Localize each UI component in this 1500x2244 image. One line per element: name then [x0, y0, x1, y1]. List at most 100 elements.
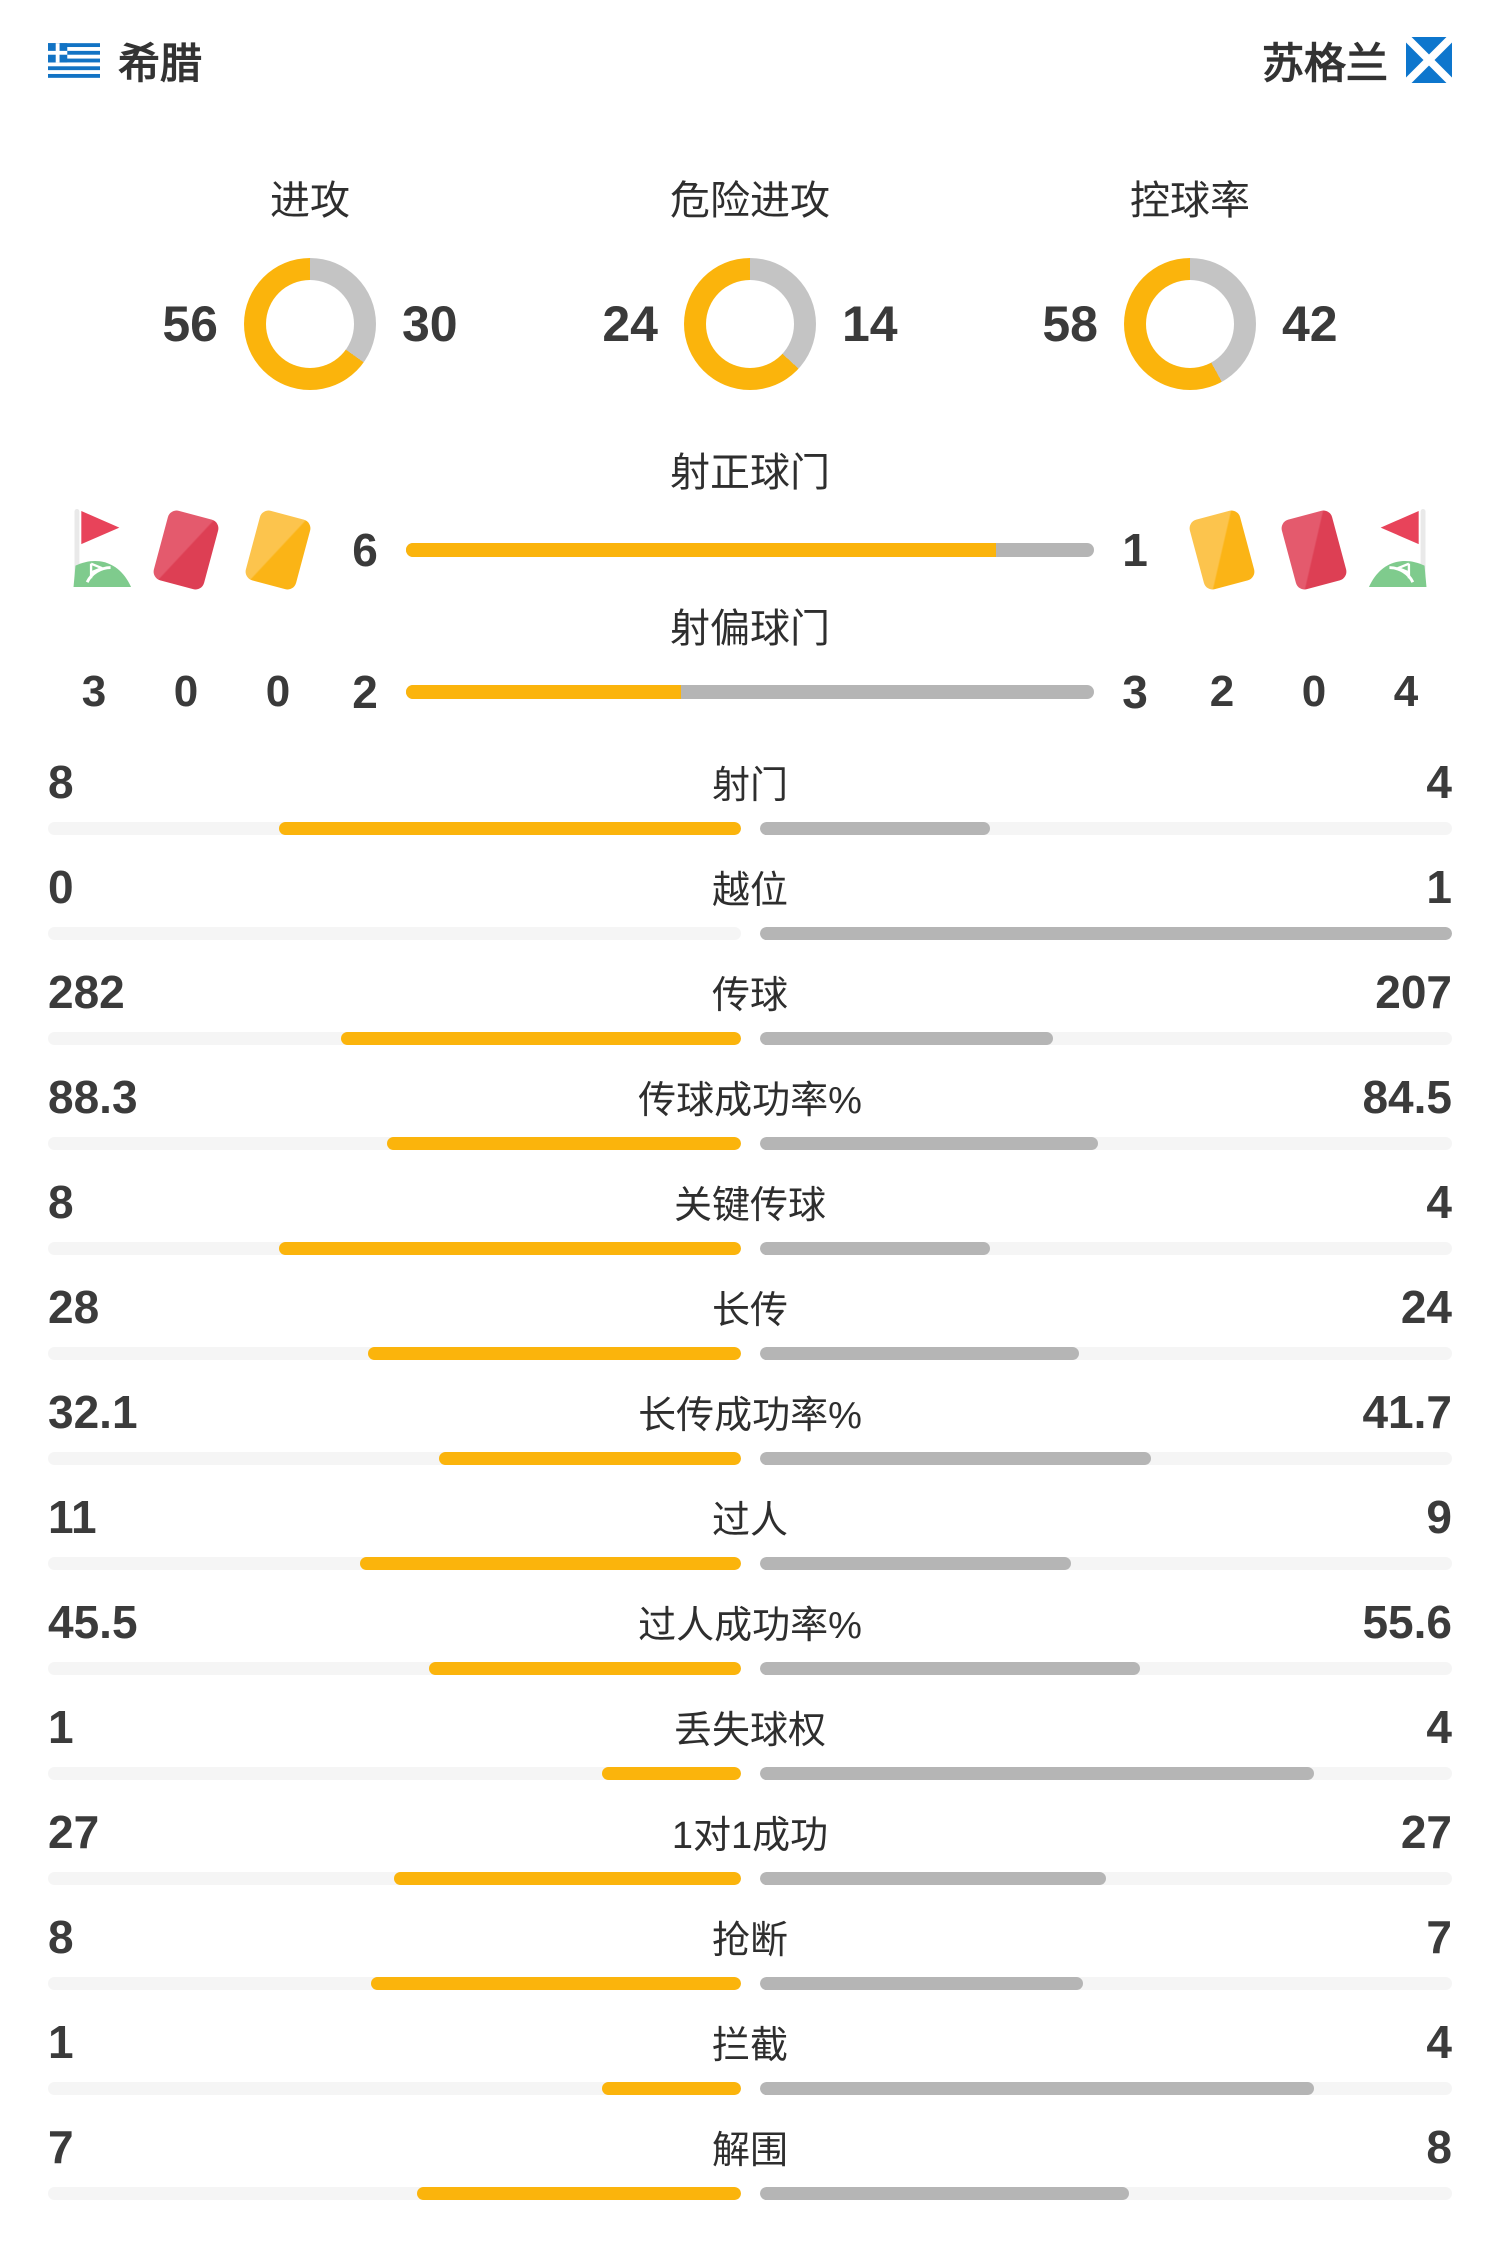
stat-row: 32.1 长传成功率% 41.7 [48, 1384, 1452, 1465]
stat-away-value: 207 [1375, 966, 1452, 1018]
stat-home-value: 7 [48, 2121, 74, 2173]
stat-home-bar [48, 1242, 741, 1255]
shots-off-target-label: 射偏球门 [670, 607, 830, 651]
stat-away-bar [759, 1872, 1452, 1885]
stat-home-bar [48, 1872, 741, 1885]
shots-off-target-away-value: 3 [1122, 666, 1148, 718]
stat-away-fill [759, 822, 991, 835]
stat-label: 传球 [711, 975, 788, 1017]
away-yellow-card-cell [1176, 508, 1268, 592]
stat-home-value: 8 [48, 1176, 74, 1228]
stat-away-value: 4 [1426, 1176, 1452, 1228]
stat-home-value: 45.5 [48, 1596, 138, 1648]
shots-on-target-row: 6 1 [48, 504, 1452, 596]
stat-row: 8 抢断 7 [48, 1909, 1452, 1990]
home-team-name: 希腊 [118, 39, 203, 87]
stat-away-fill [759, 2082, 1314, 2095]
stat-home-fill [602, 1767, 741, 1780]
shots-off-target-home-value: 2 [352, 666, 378, 718]
stat-away-fill [759, 1032, 1053, 1045]
donut-home-value: 56 [162, 296, 218, 352]
donut-label: 进攻 [270, 179, 350, 223]
stat-row: 88.3 传球成功率% 84.5 [48, 1069, 1452, 1150]
home-red-card-cell [140, 508, 232, 592]
home-red-cards-count: 0 [173, 667, 199, 716]
stat-away-bar [759, 822, 1452, 835]
yellow-card-icon [1187, 508, 1257, 592]
stat-away-fill [759, 1977, 1083, 1990]
stat-label: 拦截 [711, 2025, 788, 2067]
away-team-name: 苏格兰 [1261, 39, 1388, 87]
stat-label: 关键传球 [673, 1185, 826, 1227]
stat-away-bar [759, 1767, 1452, 1780]
stat-home-value: 8 [48, 756, 74, 808]
stat-home-bar [48, 1557, 741, 1570]
away-red-card-cell [1268, 508, 1360, 592]
stat-home-fill [367, 1347, 741, 1360]
stat-home-fill [278, 1242, 741, 1255]
stat-away-fill [759, 1557, 1072, 1570]
stat-away-bar [759, 2082, 1452, 2095]
stat-away-fill [759, 1242, 991, 1255]
stat-home-bar [48, 1767, 741, 1780]
donut-group: 控球率 58 42 [1030, 168, 1350, 390]
stat-row: 45.5 过人成功率% 55.6 [48, 1594, 1452, 1675]
red-card-icon [1279, 508, 1349, 592]
donut-group: 进攻 56 30 [150, 168, 470, 390]
shots-on-target-bar-fill [406, 543, 996, 557]
stat-home-value: 8 [48, 1911, 74, 1963]
stat-away-bar [759, 1347, 1452, 1360]
yellow-card-icon [243, 508, 313, 592]
stat-home-fill [341, 1032, 741, 1045]
away-red-cards-count: 0 [1301, 667, 1327, 716]
stat-away-value: 1 [1426, 861, 1452, 913]
donut-home-value: 24 [602, 296, 658, 352]
stat-label: 越位 [711, 870, 788, 912]
stat-away-bar [759, 1557, 1452, 1570]
stat-row: 27 1对1成功 27 [48, 1804, 1452, 1885]
home-yellow-card-cell [232, 508, 324, 592]
stat-home-value: 11 [48, 1491, 97, 1543]
scotland-flag-icon [1406, 37, 1452, 83]
shots-off-target-bar-fill [406, 685, 682, 699]
home-yellow-cards-count: 0 [265, 667, 291, 716]
stat-label: 长传 [711, 1290, 788, 1332]
stat-away-fill [759, 1452, 1151, 1465]
shots-off-target-row: 3 0 0 2 3 2 0 4 [48, 656, 1452, 728]
stat-home-value: 28 [48, 1281, 100, 1333]
stat-label: 过人成功率% [638, 1605, 862, 1647]
corner-flag-icon [1368, 509, 1427, 588]
stat-away-fill [759, 1872, 1106, 1885]
stat-away-value: 4 [1426, 1701, 1452, 1753]
stat-label: 过人 [711, 1500, 788, 1542]
stat-away-fill [759, 1767, 1314, 1780]
stat-home-bar [48, 1032, 741, 1045]
stat-row: 7 解围 8 [48, 2119, 1452, 2200]
corner-flag-icon [73, 509, 132, 588]
stat-row: 0 越位 1 [48, 859, 1452, 940]
stat-home-bar [48, 1452, 741, 1465]
shots-on-target-home-value: 6 [352, 524, 378, 576]
stat-away-fill [759, 927, 1452, 940]
stat-away-bar [759, 1032, 1452, 1045]
donut-away-value: 14 [842, 296, 898, 352]
stats-section: 8 射门 4 0 越位 1 282 [48, 754, 1452, 2200]
stat-row: 1 丢失球权 4 [48, 1699, 1452, 1780]
stat-home-fill [602, 2082, 741, 2095]
stat-label: 长传成功率% [638, 1395, 862, 1437]
stat-home-bar [48, 1347, 741, 1360]
home-corners-count: 3 [81, 667, 107, 716]
stat-label: 射门 [711, 765, 788, 807]
shots-on-target-label: 射正球门 [670, 451, 830, 495]
stat-away-fill [759, 1137, 1099, 1150]
stat-home-bar [48, 822, 741, 835]
donut-chart [1124, 258, 1256, 390]
stat-away-value: 4 [1426, 2016, 1452, 2068]
stat-away-bar [759, 1242, 1452, 1255]
stat-home-value: 1 [48, 1701, 74, 1753]
stat-away-fill [759, 1347, 1080, 1360]
stat-row: 282 传球 207 [48, 964, 1452, 1045]
donut-label: 控球率 [1130, 179, 1250, 223]
donut-group: 危险进攻 24 14 [590, 168, 910, 390]
donut-away-value: 30 [402, 296, 458, 352]
